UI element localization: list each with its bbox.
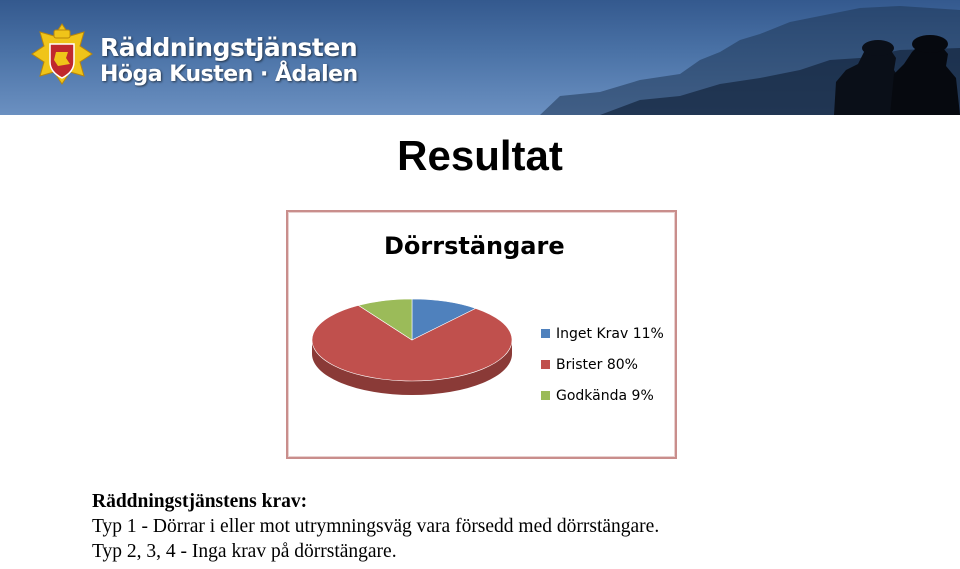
legend-label: Godkända 9% (556, 387, 654, 404)
organization-name-line1: Räddningstjänsten (100, 33, 358, 62)
slide-title: Resultat (397, 132, 563, 179)
legend-swatch (541, 360, 550, 369)
legend-item: Brister 80% (541, 349, 664, 380)
requirement-line-type1: Typ 1 - Dörrar i eller mot utrymningsväg… (92, 516, 660, 537)
chart-legend: Inget Krav 11% Brister 80% Godkända 9% (541, 318, 664, 411)
pie-slice-1 (311, 305, 513, 382)
requirement-line-types-2-4: Typ 2, 3, 4 - Inga krav på dörrstängare. (92, 541, 397, 562)
organization-name: Räddningstjänsten Höga Kusten · Ådalen (100, 34, 358, 88)
organization-name-line2: Höga Kusten · Ådalen (100, 62, 358, 87)
requirements-text: Räddningstjänstens krav: Typ 1 - Dörrar … (92, 489, 659, 564)
fire-service-logo-icon (31, 23, 93, 85)
firefighter-silhouette-icon (834, 35, 960, 115)
legend-item: Inget Krav 11% (541, 318, 664, 349)
legend-label: Brister 80% (556, 356, 638, 373)
pie-slice-side (312, 340, 512, 395)
legend-label: Inget Krav 11% (556, 325, 664, 342)
requirements-heading: Räddningstjänstens krav: (92, 491, 308, 512)
pie-chart-svg (311, 298, 513, 395)
legend-swatch (541, 391, 550, 400)
chart-title: Dörrstängare (384, 232, 565, 260)
pie-slice-2 (357, 298, 413, 341)
forest-silhouette (540, 6, 960, 115)
pie-slice-0 (411, 298, 477, 341)
header-banner: Räddningstjänsten Höga Kusten · Ådalen (0, 0, 960, 115)
legend-swatch (541, 329, 550, 338)
pie-chart: Dörrstängare Inget Krav 11% Brister 80% … (286, 210, 677, 459)
legend-item: Godkända 9% (541, 380, 664, 411)
